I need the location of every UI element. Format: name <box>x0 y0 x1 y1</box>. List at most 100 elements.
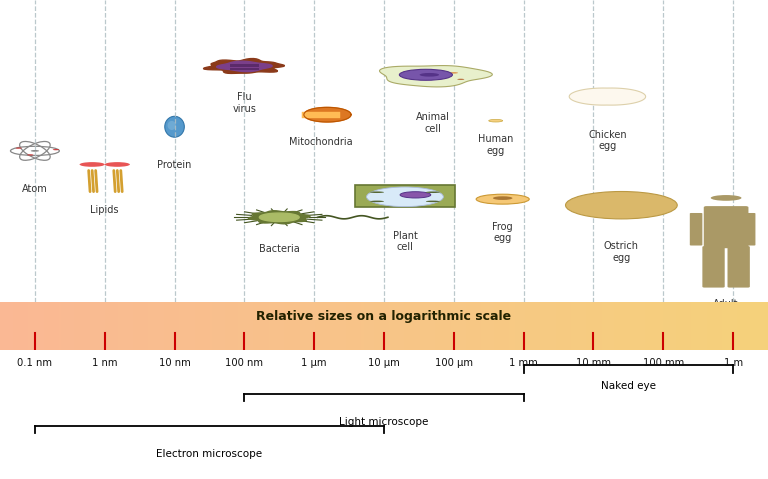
Bar <box>622 302 624 350</box>
Bar <box>474 302 476 350</box>
Bar <box>701 302 704 350</box>
Bar <box>461 302 463 350</box>
Text: 100 nm: 100 nm <box>225 358 263 368</box>
Bar <box>750 302 753 350</box>
FancyBboxPatch shape <box>703 206 749 248</box>
Bar <box>84 302 87 350</box>
Bar <box>714 302 717 350</box>
Bar <box>123 302 125 350</box>
Bar <box>545 302 548 350</box>
Bar <box>87 302 90 350</box>
Bar <box>21 302 23 350</box>
Bar <box>686 302 689 350</box>
Bar <box>624 302 627 350</box>
Bar <box>647 302 650 350</box>
Bar <box>755 302 758 350</box>
Bar <box>553 302 555 350</box>
Bar <box>417 302 420 350</box>
Bar <box>597 302 599 350</box>
Bar <box>369 302 371 350</box>
Bar <box>243 302 246 350</box>
Bar <box>366 302 369 350</box>
Text: Lipids: Lipids <box>91 205 119 215</box>
Bar <box>131 302 133 350</box>
Bar <box>105 302 108 350</box>
Bar <box>517 302 520 350</box>
Bar <box>31 302 33 350</box>
Bar <box>612 302 614 350</box>
Bar <box>54 302 56 350</box>
Bar <box>263 302 266 350</box>
FancyBboxPatch shape <box>355 185 455 207</box>
Bar <box>581 302 584 350</box>
Bar <box>274 302 276 350</box>
Bar <box>412 302 415 350</box>
Bar <box>376 302 379 350</box>
Text: 10 mm: 10 mm <box>576 358 611 368</box>
Bar <box>392 302 394 350</box>
Bar <box>110 302 113 350</box>
Bar <box>51 302 54 350</box>
Bar <box>681 302 684 350</box>
Bar <box>632 302 635 350</box>
Bar <box>187 302 190 350</box>
Bar <box>522 302 525 350</box>
Polygon shape <box>304 107 351 122</box>
Bar <box>336 302 338 350</box>
Bar <box>712 302 714 350</box>
Ellipse shape <box>406 76 418 78</box>
Bar <box>25 302 28 350</box>
Bar <box>210 302 213 350</box>
Bar <box>604 302 607 350</box>
Bar <box>535 302 538 350</box>
Bar <box>297 302 300 350</box>
Bar <box>67 302 69 350</box>
Bar <box>5 302 8 350</box>
FancyBboxPatch shape <box>727 246 750 287</box>
Bar <box>346 302 348 350</box>
Bar <box>525 302 528 350</box>
Bar <box>735 302 737 350</box>
Bar <box>144 302 146 350</box>
Bar <box>415 302 417 350</box>
Bar <box>578 302 581 350</box>
Bar <box>61 302 64 350</box>
Bar <box>558 302 561 350</box>
Bar <box>617 302 620 350</box>
Bar <box>177 302 179 350</box>
Bar <box>586 302 589 350</box>
Ellipse shape <box>419 73 439 77</box>
Bar <box>28 302 31 350</box>
Bar <box>121 302 123 350</box>
Bar <box>732 302 735 350</box>
Bar <box>282 302 284 350</box>
Bar <box>438 302 440 350</box>
Ellipse shape <box>370 192 384 193</box>
Bar <box>384 302 386 350</box>
Bar <box>707 302 709 350</box>
Bar <box>576 302 578 350</box>
Bar <box>717 302 720 350</box>
Bar <box>217 302 220 350</box>
Bar <box>64 302 67 350</box>
Bar <box>133 302 136 350</box>
Text: 1 nm: 1 nm <box>92 358 118 368</box>
Bar <box>317 302 320 350</box>
Bar <box>670 302 674 350</box>
Bar <box>361 302 363 350</box>
Bar <box>607 302 609 350</box>
Bar <box>225 302 228 350</box>
Bar <box>223 302 225 350</box>
Bar <box>540 302 543 350</box>
Bar <box>397 302 399 350</box>
Ellipse shape <box>104 162 130 167</box>
Bar <box>23 302 25 350</box>
Bar <box>640 302 643 350</box>
Polygon shape <box>249 211 310 224</box>
Bar <box>763 302 766 350</box>
Bar <box>269 302 271 350</box>
Text: Mitochondria: Mitochondria <box>290 137 353 148</box>
Bar <box>453 302 455 350</box>
Bar <box>15 302 18 350</box>
Bar <box>653 302 655 350</box>
